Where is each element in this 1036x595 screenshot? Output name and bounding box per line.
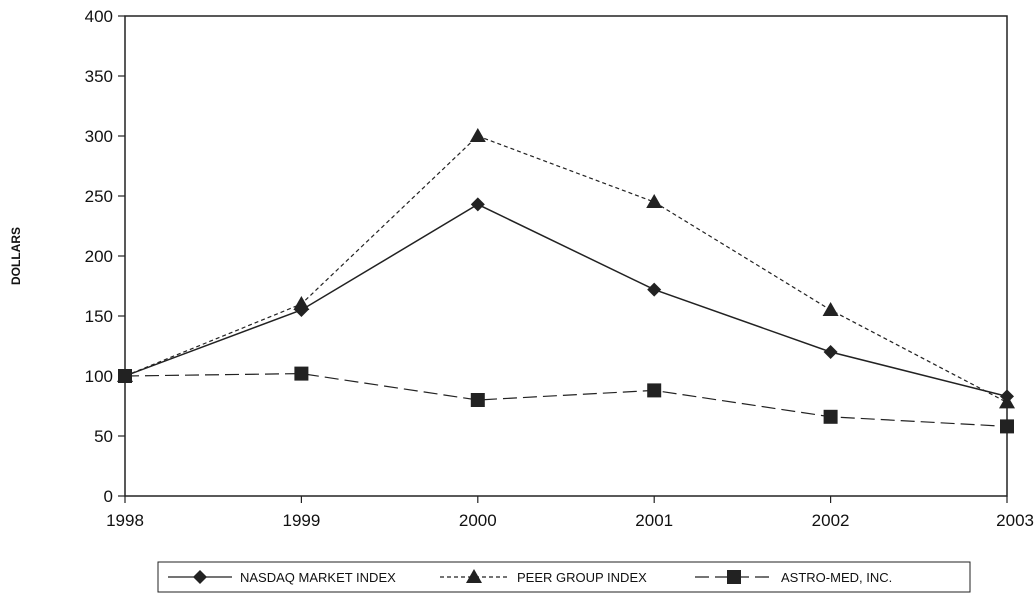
legend-marker-diamond bbox=[193, 570, 207, 584]
data-point-square bbox=[294, 366, 309, 381]
y-tick-label: 50 bbox=[94, 427, 113, 446]
data-point-triangle bbox=[999, 394, 1015, 409]
x-axis: 1998 1999 2000 2001 2002 2003 bbox=[106, 496, 1034, 530]
data-point-triangle bbox=[822, 302, 839, 316]
y-tick-label: 300 bbox=[85, 127, 113, 146]
y-tick-label: 350 bbox=[85, 67, 113, 86]
data-point-triangle bbox=[646, 194, 663, 208]
legend-label: PEER GROUP INDEX bbox=[517, 570, 647, 585]
x-tick-label: 2003 bbox=[996, 511, 1034, 530]
x-tick-label: 2002 bbox=[812, 511, 850, 530]
data-point-diamond bbox=[823, 345, 838, 359]
series-line bbox=[124, 203, 1008, 398]
y-tick-label: 250 bbox=[85, 187, 113, 206]
y-tick-label: 200 bbox=[85, 247, 113, 266]
data-point-triangle bbox=[293, 296, 310, 310]
data-point-square bbox=[823, 409, 838, 424]
data-point-diamond bbox=[470, 197, 485, 212]
y-axis: 0 50 100 150 200 250 300 350 400 bbox=[85, 7, 125, 506]
data-point-square bbox=[470, 393, 485, 407]
y-axis-title: DOLLARS bbox=[9, 227, 23, 285]
x-tick-label: 2000 bbox=[459, 511, 497, 530]
y-tick-label: 150 bbox=[85, 307, 113, 326]
legend-label: ASTRO-MED, INC. bbox=[781, 570, 892, 585]
series-line bbox=[124, 372, 1008, 427]
series-layer bbox=[117, 128, 1015, 434]
data-point-square bbox=[1000, 419, 1014, 434]
series-line bbox=[124, 135, 1008, 403]
data-point-diamond bbox=[647, 282, 662, 297]
legend-box bbox=[157, 561, 971, 593]
series-square bbox=[118, 366, 1014, 434]
data-point-triangle bbox=[469, 128, 486, 142]
x-tick-label: 1998 bbox=[106, 511, 144, 530]
x-tick-label: 2001 bbox=[635, 511, 673, 530]
data-point-square bbox=[647, 383, 662, 398]
legend-marker-square bbox=[727, 570, 741, 584]
legend-label: NASDAQ MARKET INDEX bbox=[240, 570, 396, 585]
y-tick-label: 100 bbox=[85, 367, 113, 386]
plot-area bbox=[124, 15, 1008, 497]
y-tick-label: 0 bbox=[104, 487, 113, 506]
x-tick-label: 1999 bbox=[282, 511, 320, 530]
legend: NASDAQ MARKET INDEX PEER GROUP INDEX ASTRO… bbox=[157, 561, 971, 593]
legend-marker-triangle bbox=[466, 569, 482, 583]
y-tick-label: 400 bbox=[85, 7, 113, 26]
data-point-square bbox=[118, 369, 132, 383]
